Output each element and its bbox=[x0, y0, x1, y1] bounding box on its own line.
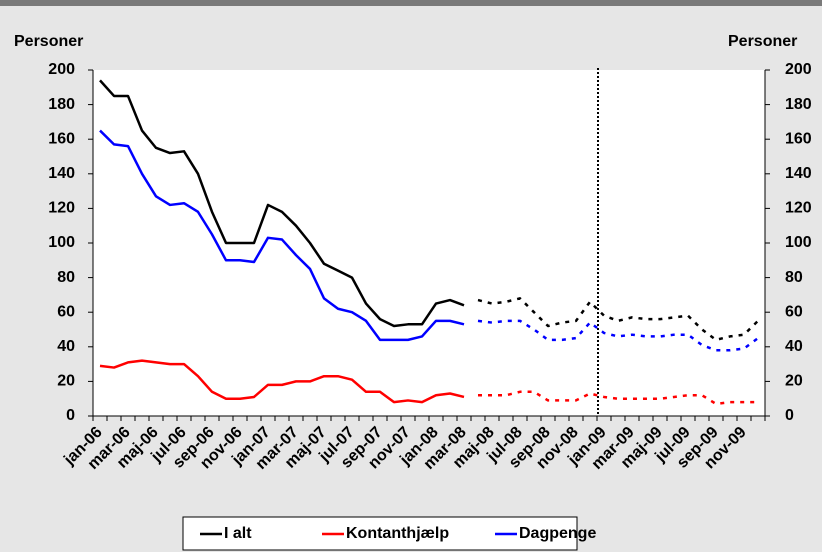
y-axis-label: Personer bbox=[14, 33, 83, 50]
y-tick-label: 200 bbox=[48, 61, 75, 78]
projected-line bbox=[477, 297, 759, 342]
y-tick-label: 60 bbox=[57, 303, 75, 320]
y2-tick-label: 180 bbox=[785, 96, 812, 113]
y2-tick-label: 140 bbox=[785, 165, 812, 182]
line bbox=[99, 359, 465, 404]
y2-tick-label: 60 bbox=[785, 303, 803, 320]
y2-tick-label: 200 bbox=[785, 61, 812, 78]
legend-label: Dagpenge bbox=[519, 525, 596, 542]
projected-line bbox=[478, 390, 758, 406]
y-tick-label: 80 bbox=[57, 269, 75, 286]
y2-tick-label: 120 bbox=[785, 200, 812, 217]
y2-tick-label: 20 bbox=[785, 373, 803, 390]
line bbox=[99, 129, 465, 342]
y-tick-label: 20 bbox=[57, 373, 75, 390]
plot-area bbox=[93, 70, 765, 416]
line bbox=[99, 79, 465, 328]
y2-tick-label: 160 bbox=[785, 130, 812, 147]
y2-tick-label: 0 bbox=[785, 407, 794, 424]
y2-tick-label: 40 bbox=[785, 338, 803, 355]
y-tick-label: 120 bbox=[48, 200, 75, 217]
y-tick-label: 160 bbox=[48, 130, 75, 147]
y-tick-label: 140 bbox=[48, 165, 75, 182]
y-tick-label: 180 bbox=[48, 96, 75, 113]
legend-label: Kontanthjælp bbox=[346, 525, 449, 542]
y-tick-label: 100 bbox=[48, 234, 75, 251]
title-bar bbox=[0, 0, 822, 6]
y2-axis-label: Personer bbox=[728, 33, 797, 50]
legend-label: I alt bbox=[224, 525, 252, 542]
y-tick-label: 0 bbox=[66, 407, 75, 424]
y2-tick-label: 80 bbox=[785, 269, 803, 286]
y-tick-label: 40 bbox=[57, 338, 75, 355]
y2-tick-label: 100 bbox=[785, 234, 812, 251]
